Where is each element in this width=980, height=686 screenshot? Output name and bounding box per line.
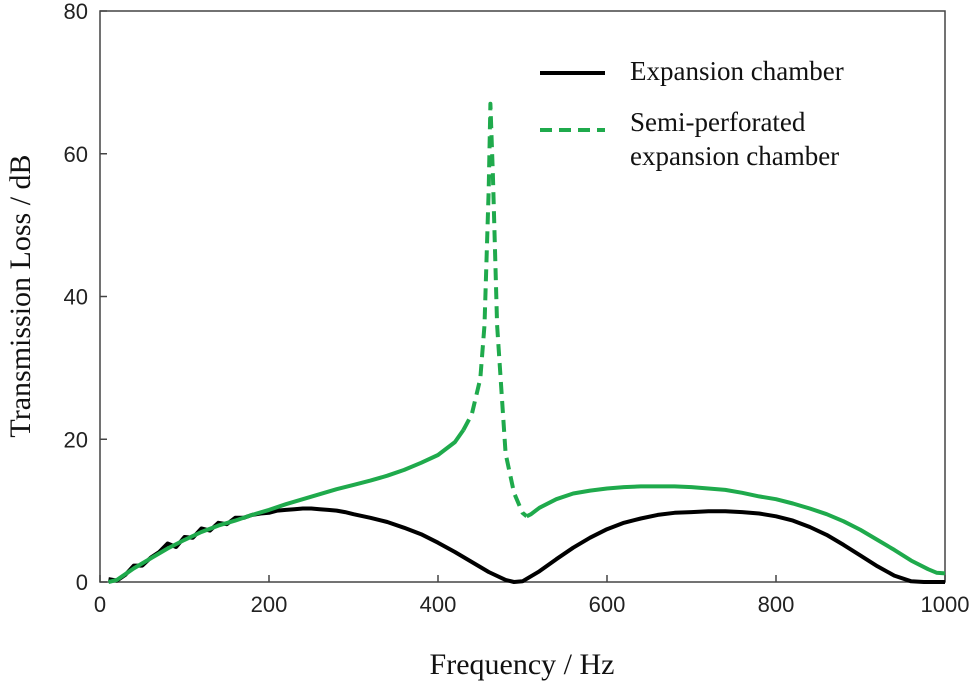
x-tick-label: 0 bbox=[94, 592, 106, 617]
series-line-expansion-chamber bbox=[108, 506, 945, 584]
y-tick-label: 80 bbox=[64, 0, 88, 24]
legend-label-line: expansion chamber bbox=[630, 141, 839, 171]
legend-label-line: Semi-perforated bbox=[630, 107, 806, 137]
series-line-semi-perforated-dashed bbox=[461, 101, 528, 518]
y-axis: 0 20 40 60 80 bbox=[64, 0, 107, 595]
y-tick-label: 40 bbox=[64, 285, 88, 310]
x-tick-label: 200 bbox=[251, 592, 288, 617]
legend: Expansion chamber Semi-perforated expansi… bbox=[540, 56, 844, 171]
x-axis: 0 200 400 600 800 1000 bbox=[94, 575, 970, 617]
series-layer bbox=[108, 101, 946, 584]
x-tick-label: 400 bbox=[420, 592, 457, 617]
y-tick-label: 20 bbox=[64, 427, 88, 452]
plot-frame bbox=[99, 10, 946, 583]
x-tick-label: 800 bbox=[758, 592, 795, 617]
series-line-semi-perforated-solid-tail bbox=[525, 484, 946, 576]
legend-label-semi-perforated: Semi-perforated expansion chamber bbox=[630, 107, 839, 171]
y-tick-label: 60 bbox=[64, 142, 88, 167]
x-axis-title: Frequency / Hz bbox=[430, 648, 615, 681]
y-axis-title: Transmission Loss / dB bbox=[4, 154, 37, 437]
y-tick-label: 0 bbox=[76, 570, 88, 595]
series-line-semi-perforated-solid bbox=[108, 428, 466, 584]
legend-label-expansion-chamber: Expansion chamber bbox=[630, 56, 844, 86]
x-tick-label: 600 bbox=[589, 592, 626, 617]
x-tick-label: 1000 bbox=[921, 592, 970, 617]
